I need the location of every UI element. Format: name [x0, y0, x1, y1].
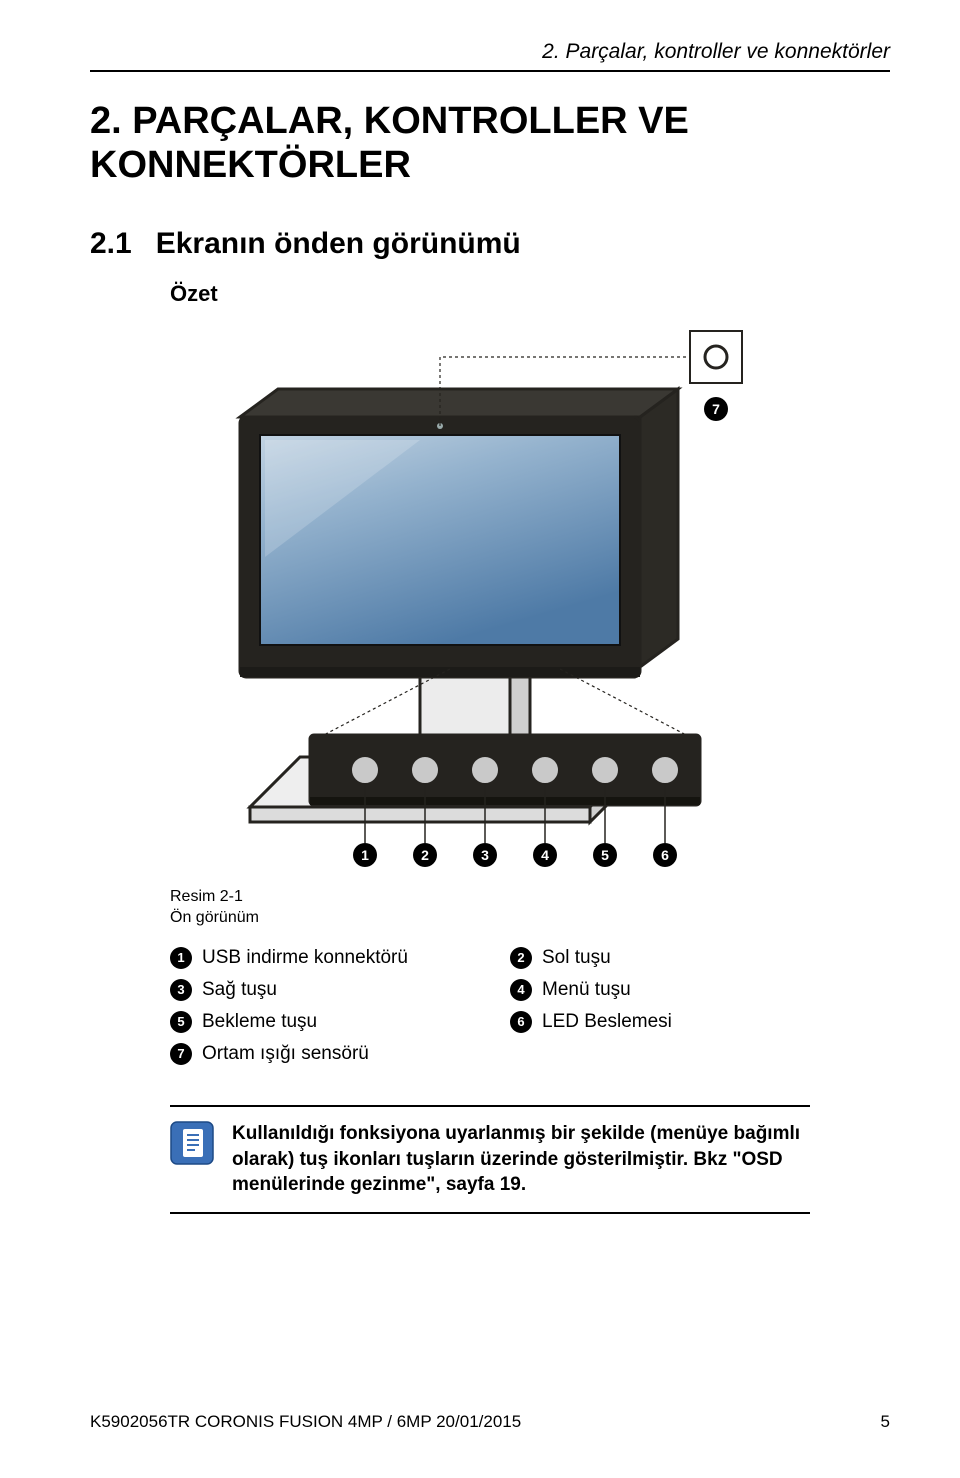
- legend-item: 1 USB indirme konnektörü: [170, 947, 470, 969]
- section-subtitle: Özet: [170, 281, 890, 307]
- page: 2. Parçalar, kontroller ve konnektörler …: [0, 0, 960, 1478]
- legend-label: Ortam ışığı sensörü: [202, 1043, 369, 1065]
- btn-num-6: 6: [661, 847, 669, 863]
- legend-item: 3 Sağ tuşu: [170, 979, 470, 1001]
- legend-label: Sol tuşu: [542, 947, 611, 969]
- legend-num: 6: [510, 1011, 532, 1033]
- footer: K5902056TR CORONIS FUSION 4MP / 6MP 20/0…: [90, 1412, 890, 1432]
- note-block: Kullanıldığı fonksiyona uyarlanmış bir ş…: [170, 1105, 810, 1214]
- section-title: Ekranın önden görünümü: [156, 227, 521, 261]
- legend-item: 7 Ortam ışığı sensörü: [170, 1043, 810, 1065]
- callout-7: 7: [712, 401, 720, 417]
- legend-grid: 1 USB indirme konnektörü 2 Sol tuşu 3 Sa…: [170, 947, 810, 1065]
- legend-label: Bekleme tuşu: [202, 1011, 317, 1033]
- legend-num: 1: [170, 947, 192, 969]
- figure: 7: [90, 317, 890, 877]
- legend-num: 2: [510, 947, 532, 969]
- monitor-diagram: 7: [170, 317, 810, 877]
- legend-label: Menü tuşu: [542, 979, 631, 1001]
- figure-caption-num: Resim 2-1: [170, 888, 243, 905]
- header-rule: [90, 70, 890, 72]
- legend-item: 6 LED Beslemesi: [510, 1011, 810, 1033]
- section-number: 2.1: [90, 227, 132, 261]
- running-header: 2. Parçalar, kontroller ve konnektörler: [90, 40, 890, 64]
- legend-label: LED Beslemesi: [542, 1011, 672, 1033]
- chapter-title: 2. PARÇALAR, KONTROLLER VE KONNEKTÖRLER: [90, 100, 890, 187]
- btn-num-4: 4: [541, 847, 549, 863]
- note-icon: [170, 1121, 214, 1165]
- legend-label: Sağ tuşu: [202, 979, 277, 1001]
- figure-caption-title: Ön görünüm: [170, 909, 259, 926]
- legend-item: 4 Menü tuşu: [510, 979, 810, 1001]
- figure-caption: Resim 2-1 Ön görünüm: [170, 887, 890, 929]
- btn-num-3: 3: [481, 847, 489, 863]
- legend-label: USB indirme konnektörü: [202, 947, 408, 969]
- btn-num-2: 2: [421, 847, 429, 863]
- legend-num: 3: [170, 979, 192, 1001]
- btn-num-5: 5: [601, 847, 609, 863]
- section-heading: 2.1 Ekranın önden görünümü: [90, 227, 890, 261]
- note-text: Kullanıldığı fonksiyona uyarlanmış bir ş…: [232, 1121, 810, 1198]
- footer-left: K5902056TR CORONIS FUSION 4MP / 6MP 20/0…: [90, 1412, 521, 1432]
- legend-num: 5: [170, 1011, 192, 1033]
- legend-item: 5 Bekleme tuşu: [170, 1011, 470, 1033]
- legend-num: 7: [170, 1043, 192, 1065]
- legend-num: 4: [510, 979, 532, 1001]
- footer-page-number: 5: [881, 1412, 890, 1432]
- btn-num-1: 1: [361, 847, 369, 863]
- legend-item: 2 Sol tuşu: [510, 947, 810, 969]
